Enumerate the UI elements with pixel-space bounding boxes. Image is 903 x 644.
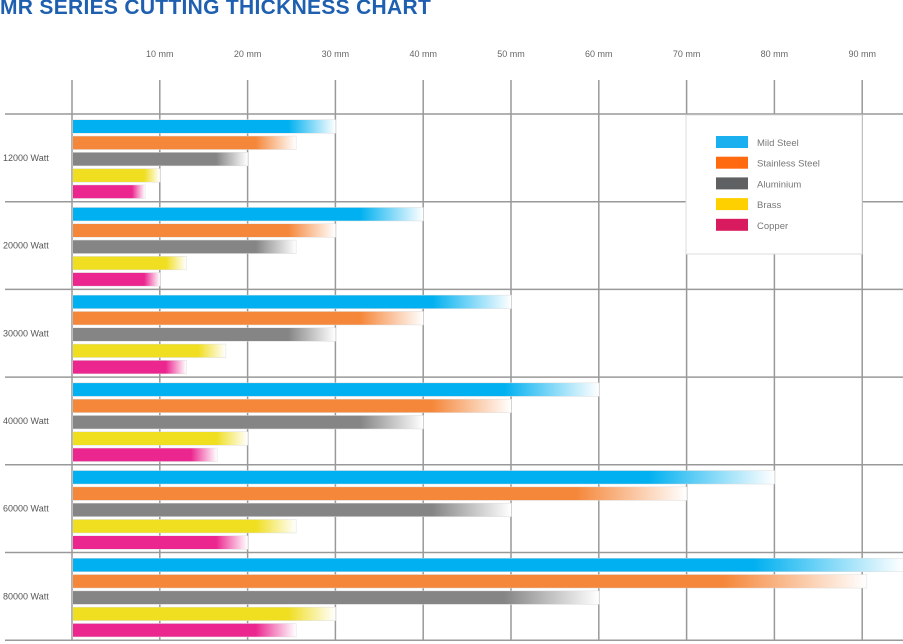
x-tick-label: 40 mm (409, 49, 437, 59)
bar-brass (73, 432, 248, 445)
bar-aluminium (73, 152, 248, 166)
bar-brass (73, 519, 296, 533)
bar-copper (73, 448, 217, 462)
x-tick-label: 10 mm (146, 49, 174, 59)
legend-swatch (716, 177, 748, 190)
bar-brass (73, 256, 187, 270)
bar-aluminium (73, 503, 511, 517)
legend-label: Stainless Steel (757, 159, 820, 170)
legend-swatch (716, 156, 748, 169)
bar-brass (73, 168, 160, 182)
x-tick-label: 90 mm (848, 49, 876, 59)
bar-mild-steel (73, 558, 903, 572)
x-tick-label: 30 mm (322, 49, 350, 59)
bars (72, 119, 903, 638)
legend-label: Copper (757, 221, 788, 232)
legend-label: Brass (757, 200, 782, 211)
x-tick-label: 70 mm (673, 49, 701, 59)
bar-copper (73, 272, 160, 286)
category-label: 60000 Watt (3, 504, 49, 514)
bar-copper (73, 536, 248, 549)
bar-brass (73, 607, 336, 621)
bar-aluminium (73, 591, 599, 605)
bar-copper (73, 360, 187, 374)
category-label: 12000 Watt (3, 153, 49, 163)
legend: Mild Steel Stainless Steel Aluminium Brass C… (685, 114, 863, 255)
bar-aluminium (73, 328, 336, 341)
bar-stainless-steel (73, 311, 424, 325)
bar-stainless-steel (73, 487, 687, 501)
category-label: 20000 Watt (3, 241, 49, 251)
legend-label: Aluminium (757, 179, 801, 190)
bar-mild-steel (73, 207, 424, 221)
bar-mild-steel (73, 470, 775, 484)
legend-swatch (716, 136, 748, 148)
bar-aluminium (73, 415, 424, 429)
x-tick-label: 50 mm (497, 49, 525, 59)
bar-mild-steel (73, 295, 511, 309)
bar-stainless-steel (73, 224, 336, 237)
legend-swatch (716, 218, 748, 231)
bar-stainless-steel (73, 399, 511, 413)
legend-label: Mild Steel (757, 138, 799, 149)
category-label: 40000 Watt (3, 416, 49, 426)
x-tick-label: 80 mm (761, 49, 789, 59)
bar-mild-steel (73, 383, 599, 397)
x-tick-label: 20 mm (234, 49, 262, 59)
legend-swatch (716, 198, 748, 211)
chart-title: MR SERIES CUTTING THICKNESS CHART (0, 0, 432, 19)
bar-brass (73, 344, 226, 358)
bar-mild-steel (73, 120, 336, 133)
bar-aluminium (73, 240, 296, 254)
bar-copper (73, 623, 296, 637)
legend-box (685, 114, 863, 255)
bar-copper (73, 185, 145, 199)
bar-stainless-steel (73, 574, 867, 588)
bar-stainless-steel (73, 136, 296, 150)
category-label: 30000 Watt (3, 328, 49, 338)
x-tick-label: 60 mm (585, 49, 613, 59)
category-label: 80000 Watt (3, 591, 49, 601)
